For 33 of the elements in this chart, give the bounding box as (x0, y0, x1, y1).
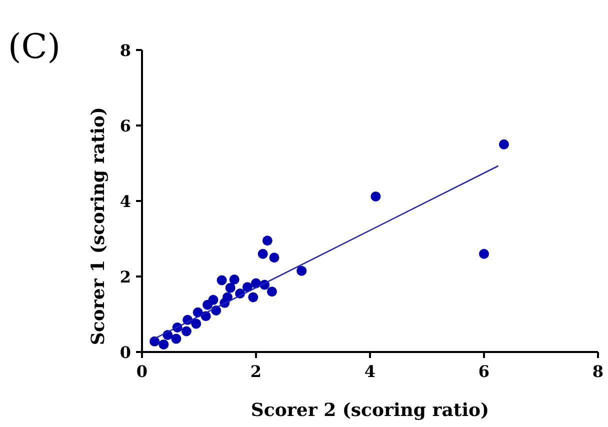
y-tick-label: 0 (120, 343, 131, 362)
point (225, 282, 236, 293)
point (262, 236, 272, 246)
point (222, 292, 232, 302)
point (216, 275, 227, 286)
point (208, 294, 218, 305)
y-tick-label: 8 (120, 41, 131, 60)
point (479, 248, 489, 259)
x-tick-label: 4 (364, 362, 376, 381)
point (229, 274, 240, 285)
point (171, 334, 182, 344)
point (370, 191, 381, 202)
point (181, 326, 192, 336)
x-tick-label: 6 (478, 362, 490, 381)
point (242, 282, 252, 292)
point (191, 318, 202, 329)
chart-title: (C) (8, 27, 61, 67)
x-tick-label: 8 (592, 362, 604, 381)
y-tick-label: 4 (120, 192, 131, 211)
y-tick-label: 2 (120, 268, 131, 286)
point (150, 336, 160, 346)
x-tick-label: 2 (250, 362, 262, 381)
point (498, 139, 509, 150)
point (266, 286, 277, 297)
x-axis-title: Scorer 2 (scoring ratio) (250, 400, 490, 421)
y-axis-title: Scorer 1 (scoring ratio) (88, 106, 109, 346)
point (158, 339, 169, 350)
y-tick-label: 6 (120, 116, 131, 136)
point (258, 248, 268, 259)
point (269, 252, 280, 263)
point (248, 292, 258, 302)
x-tick-label: 0 (136, 362, 148, 381)
point (296, 266, 307, 276)
